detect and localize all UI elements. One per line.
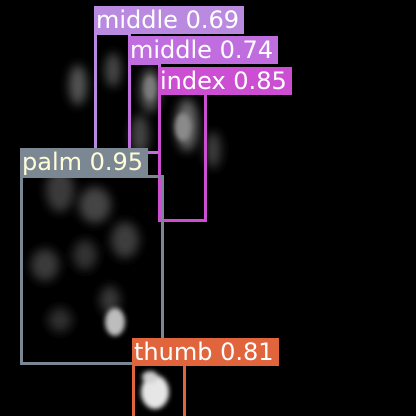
index-finger-box bbox=[158, 92, 207, 222]
thumb-box bbox=[132, 363, 186, 416]
middle-finger-box-1 bbox=[94, 32, 131, 156]
palm-label: palm 0.95 bbox=[20, 148, 149, 176]
middle-finger-label-2: middle 0.74 bbox=[128, 36, 279, 64]
middle-finger-box-2 bbox=[128, 62, 161, 154]
palm-box bbox=[20, 175, 164, 365]
index-finger-label: index 0.85 bbox=[158, 67, 292, 95]
thumb-label: thumb 0.81 bbox=[132, 338, 279, 366]
middle-finger-label-1: middle 0.69 bbox=[94, 6, 245, 34]
